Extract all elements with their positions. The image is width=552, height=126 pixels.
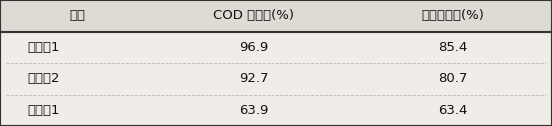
Text: 实施例2: 实施例2 (28, 72, 60, 85)
Text: COD 去除率(%): COD 去除率(%) (214, 9, 294, 22)
Text: 96.9: 96.9 (240, 41, 268, 54)
Text: 92.7: 92.7 (239, 72, 269, 85)
Text: 实施例1: 实施例1 (28, 41, 60, 54)
Text: 63.9: 63.9 (239, 104, 269, 117)
Text: 85.4: 85.4 (438, 41, 468, 54)
Text: 臭氧利用率(%): 臭氧利用率(%) (421, 9, 484, 22)
Text: 80.7: 80.7 (438, 72, 468, 85)
Text: 63.4: 63.4 (438, 104, 468, 117)
Text: 项目: 项目 (70, 9, 85, 22)
Bar (0, 0, 552, 32)
Text: 比较例1: 比较例1 (28, 104, 60, 117)
